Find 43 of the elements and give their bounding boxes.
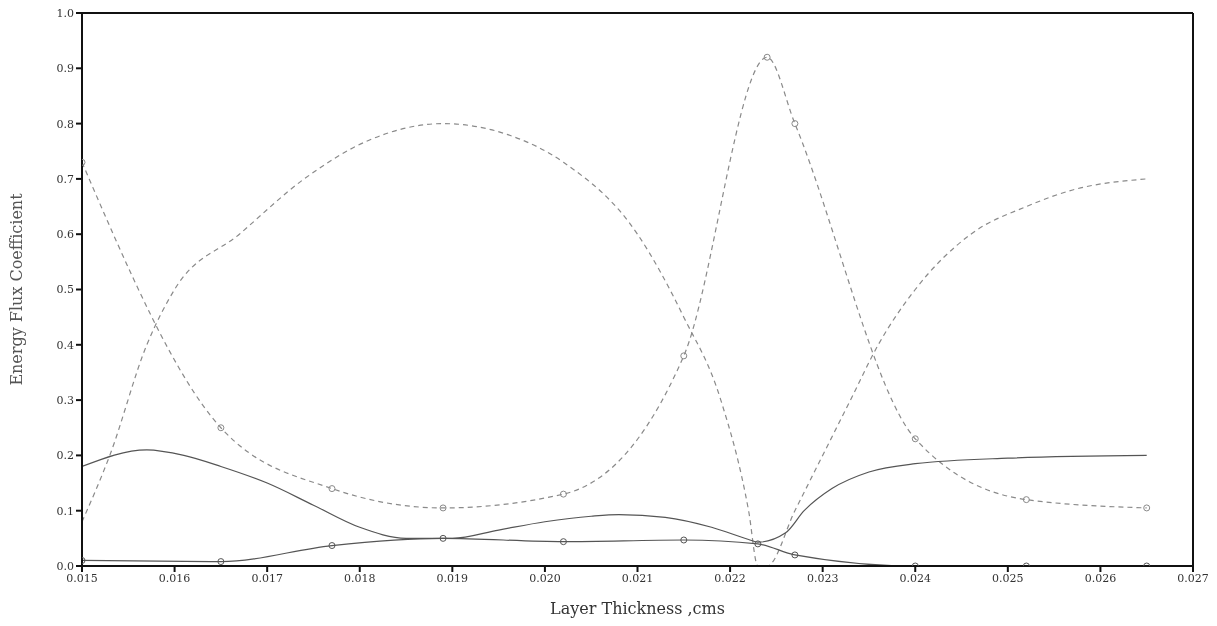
point xyxy=(763,53,771,61)
point xyxy=(328,485,336,493)
x-tick-label: 0.025 xyxy=(992,571,1024,585)
x-tick-label: 0.019 xyxy=(436,571,469,585)
y-tick-label: 0.1 xyxy=(56,504,74,518)
point xyxy=(911,435,919,443)
y-tick-label: 0.8 xyxy=(56,117,74,131)
x-tick-label: 0.018 xyxy=(344,571,376,585)
y-tick-label: 0.5 xyxy=(56,283,74,297)
point xyxy=(217,558,225,566)
point xyxy=(217,424,225,432)
point xyxy=(791,120,799,128)
x-axis-title: Layer Thickness ,cms xyxy=(550,599,725,618)
point xyxy=(439,534,447,542)
x-tick-label: 0.023 xyxy=(806,571,839,585)
y-tick-label: 0.9 xyxy=(56,62,74,76)
point xyxy=(680,352,688,360)
point xyxy=(754,540,762,548)
point xyxy=(439,504,447,512)
y-tick-label: 1.0 xyxy=(56,6,74,20)
point xyxy=(1143,504,1151,512)
point xyxy=(559,490,567,498)
y-tick-label: 0.6 xyxy=(56,228,74,242)
x-tick-label: 0.020 xyxy=(529,571,561,585)
x-tick-label: 0.026 xyxy=(1084,571,1117,585)
x-tick-label: 0.022 xyxy=(714,571,746,585)
y-tick-label: 0.4 xyxy=(56,338,74,352)
x-tick-label: 0.015 xyxy=(66,571,98,585)
x-tick-label: 0.027 xyxy=(1177,571,1209,585)
x-tick-label: 0.016 xyxy=(158,571,191,585)
point xyxy=(791,551,799,559)
point xyxy=(1022,496,1030,504)
x-tick-label: 0.017 xyxy=(251,571,283,585)
x-tick-label: 0.021 xyxy=(621,571,654,585)
y-tick-label: 0.7 xyxy=(56,172,74,186)
y-axis-title: Energy Flux Coefficient xyxy=(6,192,26,386)
point xyxy=(680,536,688,544)
point xyxy=(328,542,336,550)
y-tick-label: 0.3 xyxy=(56,394,74,408)
point xyxy=(559,538,567,546)
y-tick-label: 0.2 xyxy=(56,449,74,463)
x-tick-label: 0.024 xyxy=(899,571,931,585)
y-tick-label: 0.0 xyxy=(56,559,74,573)
